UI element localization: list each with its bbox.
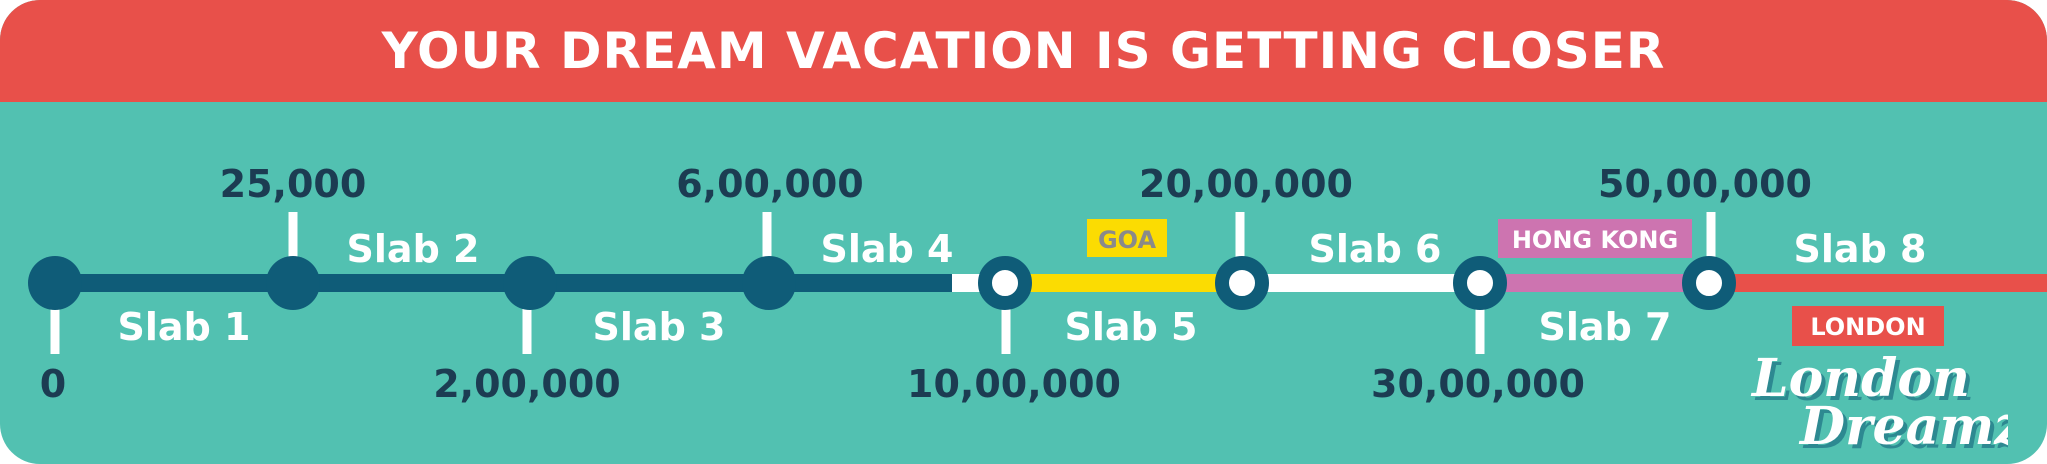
destination-tag-london — [1792, 306, 1944, 346]
destination-label-london: LONDON — [1810, 313, 1925, 341]
node-25000 — [266, 256, 320, 310]
banner-title: YOUR DREAM VACATION IS GETTING CLOSER — [381, 22, 1666, 80]
milestone-label-5000000: 50,00,000 — [1598, 162, 1812, 206]
milestone-label-25000: 25,000 — [220, 162, 367, 206]
milestone-label-2000000: 20,00,000 — [1139, 162, 1353, 206]
logo-line-1-shadow: London — [1754, 352, 1974, 413]
milestone-label-600000: 6,00,000 — [676, 162, 864, 206]
slab-label-7: Slab 7 — [1539, 305, 1672, 349]
node-200000 — [503, 256, 557, 310]
node-2000000 — [1215, 256, 1269, 310]
milestone-label-1000000: 10,00,000 — [907, 362, 1121, 406]
node-5000000 — [1682, 256, 1736, 310]
milestone-label-200000: 2,00,000 — [433, 362, 621, 406]
milestone-label-0: 0 — [40, 362, 66, 406]
london-dreamz-logo: London London Dreamz Dreamz — [1750, 348, 2008, 456]
destination-label-goa: GOA — [1098, 226, 1156, 254]
node-0 — [28, 256, 82, 310]
milestone-label-3000000: 30,00,000 — [1371, 362, 1585, 406]
slab-label-6: Slab 6 — [1309, 227, 1442, 271]
slab-label-5: Slab 5 — [1065, 305, 1198, 349]
logo-line-1: London — [1750, 348, 1970, 409]
node-3000000 — [1453, 256, 1507, 310]
header-banner: YOUR DREAM VACATION IS GETTING CLOSER — [0, 0, 2047, 102]
destination-tag-hong-kong — [1498, 219, 1692, 258]
slab-label-8: Slab 8 — [1794, 227, 1927, 271]
logo-line-2-shadow: Dreamz — [1802, 400, 2008, 456]
slab-label-1: Slab 1 — [118, 305, 251, 349]
slab-label-2: Slab 2 — [347, 227, 480, 271]
slab-label-4: Slab 4 — [821, 227, 954, 271]
logo-line-2: Dreamz — [1798, 396, 2008, 456]
slab-label-3: Slab 3 — [593, 305, 726, 349]
destination-label-hong-kong: HONG KONG — [1512, 226, 1678, 254]
node-1000000 — [978, 256, 1032, 310]
node-600000 — [742, 256, 796, 310]
destination-tag-goa — [1087, 219, 1167, 257]
